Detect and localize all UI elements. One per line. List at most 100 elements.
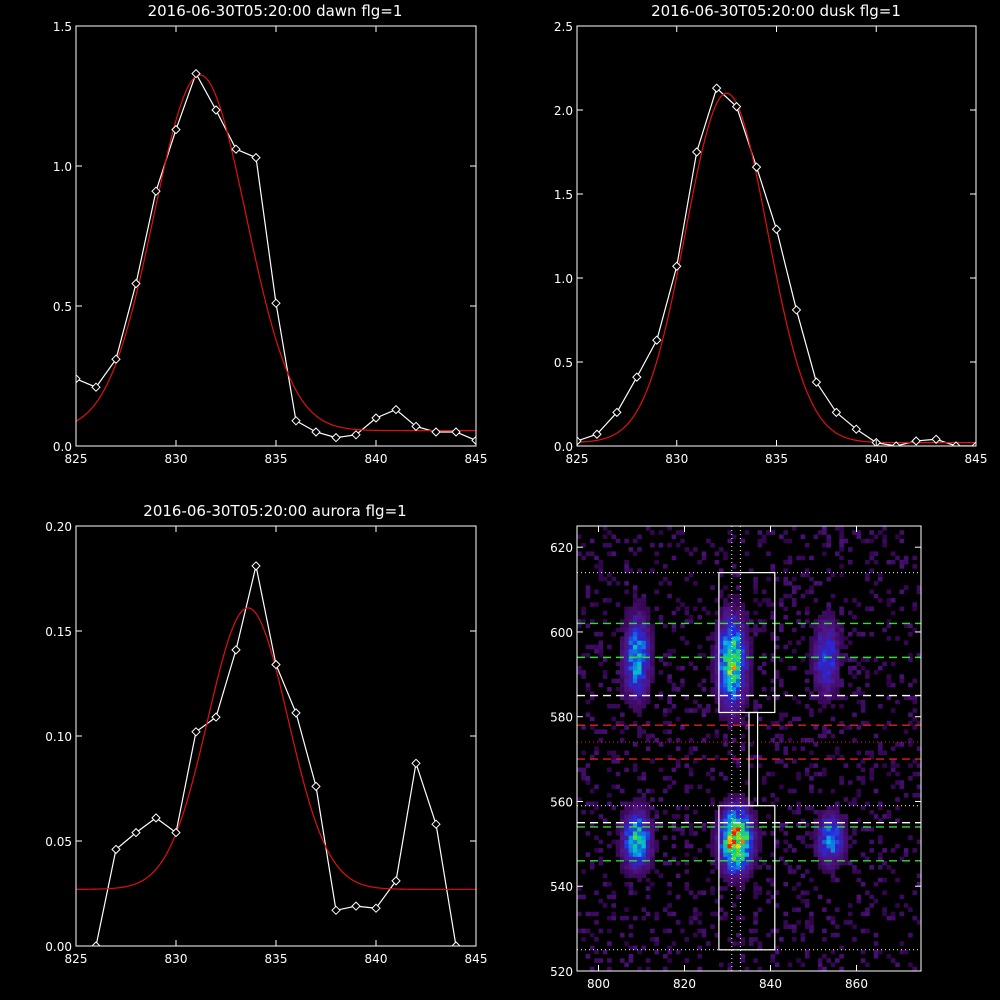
spectral-image-cell bbox=[749, 801, 754, 807]
spectral-image-cell bbox=[723, 610, 728, 616]
spectral-image-cell bbox=[723, 699, 728, 705]
spectral-image-cell bbox=[804, 890, 810, 896]
spectral-image-cell bbox=[860, 852, 866, 857]
spectral-image-cell bbox=[830, 949, 836, 955]
spectral-image-cell bbox=[860, 708, 866, 713]
spectral-image-cell bbox=[611, 890, 616, 896]
spectral-image-cell bbox=[680, 665, 685, 671]
spectral-image-cell bbox=[645, 640, 651, 645]
spectral-image-cell bbox=[830, 665, 836, 671]
spectral-image-cell bbox=[714, 670, 720, 675]
spectral-image-cell bbox=[602, 526, 608, 531]
spectral-image-cell bbox=[714, 631, 720, 637]
spectral-image-cell bbox=[684, 843, 690, 849]
spectral-image-cell bbox=[628, 670, 634, 675]
spectral-image-cell bbox=[826, 831, 831, 836]
spectral-image-cell bbox=[779, 856, 784, 862]
spectral-image-cell bbox=[736, 894, 741, 900]
spectral-image-cell bbox=[740, 809, 745, 815]
spectral-image-cell bbox=[624, 822, 629, 828]
spectral-image-cell bbox=[624, 801, 629, 807]
spectral-image-cell bbox=[723, 657, 728, 662]
spectral-image-cell bbox=[835, 627, 840, 633]
spectral-image-cell bbox=[667, 737, 672, 743]
spectral-image-cell bbox=[903, 585, 909, 590]
spectral-image-cell bbox=[632, 691, 638, 696]
spectral-image-cell bbox=[641, 856, 647, 862]
spectral-image-cell bbox=[641, 771, 647, 777]
spectral-image-cell bbox=[779, 657, 784, 662]
spectral-image-cell bbox=[624, 865, 629, 870]
spectral-image-cell bbox=[895, 763, 900, 768]
spectral-image-cell bbox=[817, 860, 823, 866]
spectral-image-cell bbox=[865, 890, 870, 896]
spectral-image-cell bbox=[710, 831, 715, 836]
spectral-image-cell bbox=[740, 958, 745, 963]
spectral-image-cell bbox=[727, 801, 733, 807]
spectral-image-cell bbox=[822, 542, 827, 548]
spectral-image-cell bbox=[740, 915, 745, 921]
spectral-image-cell bbox=[800, 962, 806, 968]
spectral-image-cell bbox=[589, 644, 595, 650]
spectral-image-cell bbox=[869, 606, 874, 612]
spectral-image-cell bbox=[723, 623, 728, 629]
spectral-image-cell bbox=[826, 636, 831, 641]
aurora-data-point bbox=[411, 758, 421, 769]
spectral-image-cell bbox=[684, 860, 690, 866]
spectral-image-cell bbox=[641, 665, 647, 671]
aurora-y-tick-label: 0.15 bbox=[45, 625, 72, 639]
spectral-image-cell bbox=[632, 627, 638, 633]
spectral-image-cell bbox=[581, 776, 586, 781]
spectral-image-cell bbox=[650, 631, 655, 637]
spectral-image-cell bbox=[645, 911, 651, 917]
spectral-image-cell bbox=[727, 814, 733, 819]
spectral-image-cell bbox=[628, 704, 634, 709]
spectral-image-cell bbox=[830, 615, 836, 620]
spectral-image-cell bbox=[800, 898, 806, 904]
spectral-image-cell bbox=[749, 941, 754, 946]
spectral-image-cell bbox=[770, 954, 776, 959]
spectral-image-cell bbox=[714, 818, 720, 823]
spectral-image-cell bbox=[830, 788, 836, 794]
spectral-image-cell bbox=[714, 839, 720, 845]
spectral-image-cell bbox=[736, 869, 741, 874]
spectral-image-cell bbox=[727, 665, 733, 671]
spectral-image-cell bbox=[873, 932, 879, 938]
spectral-image-cell bbox=[886, 771, 892, 777]
spectral-image-cell bbox=[912, 555, 917, 561]
spectral-image-cell bbox=[822, 623, 827, 629]
spectral-image-cell bbox=[813, 839, 819, 845]
spectral-image-cell bbox=[731, 856, 737, 862]
spectral-image-cell bbox=[839, 954, 844, 959]
spectral-image-cell bbox=[895, 877, 900, 883]
spectral-image-cell bbox=[895, 903, 900, 908]
spectral-image-cell bbox=[822, 619, 827, 624]
spectral-image-cell bbox=[645, 865, 651, 870]
spectral-image-cell bbox=[718, 907, 724, 912]
spectral-image-cell bbox=[645, 606, 651, 612]
spectral-image-cell bbox=[740, 869, 745, 874]
spectral-image-cell bbox=[912, 890, 917, 896]
spectral-image-cell bbox=[731, 699, 737, 705]
spectral-image-cell bbox=[736, 809, 741, 815]
spectral-image-cell bbox=[908, 932, 913, 938]
spectral-image-cell bbox=[641, 869, 647, 874]
spectral-image-cell bbox=[882, 860, 887, 866]
spectral-image-cell bbox=[645, 894, 651, 900]
spectral-image-cell bbox=[903, 949, 909, 955]
spectral-image-cell bbox=[693, 581, 698, 586]
spectral-image-cell bbox=[594, 631, 599, 637]
spectral-image-cell bbox=[637, 725, 642, 730]
spectral-image-cell bbox=[731, 822, 737, 828]
spectral-image-cell bbox=[839, 860, 844, 866]
spectral-image-cell bbox=[869, 865, 874, 870]
spectral-image-cell bbox=[822, 657, 827, 662]
spectral-image-cell bbox=[607, 801, 612, 807]
spectral-image-cell bbox=[581, 767, 586, 773]
spectral-image-cell bbox=[830, 682, 836, 688]
spectral-image-cell bbox=[744, 657, 750, 662]
spectral-image-cell bbox=[667, 776, 672, 781]
spectral-image-cell bbox=[671, 648, 677, 654]
spectral-image-cell bbox=[632, 602, 638, 607]
spectral-image-cell bbox=[843, 822, 849, 828]
